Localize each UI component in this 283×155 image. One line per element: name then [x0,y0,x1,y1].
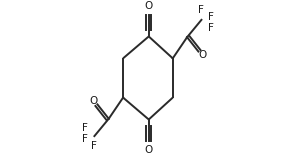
Text: F: F [208,12,214,22]
Text: O: O [198,50,206,60]
Text: F: F [208,23,214,33]
Text: F: F [82,123,87,133]
Text: F: F [91,141,97,151]
Text: O: O [145,1,153,11]
Text: O: O [89,96,98,106]
Text: O: O [145,145,153,155]
Text: F: F [82,134,88,144]
Text: F: F [198,5,204,15]
